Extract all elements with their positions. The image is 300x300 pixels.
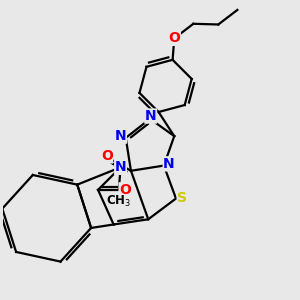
Text: N: N — [145, 109, 157, 123]
Text: O: O — [168, 31, 180, 45]
Text: O: O — [119, 183, 131, 197]
Text: N: N — [115, 129, 126, 143]
Text: S: S — [177, 191, 187, 206]
Text: CH$_3$: CH$_3$ — [106, 194, 131, 209]
Text: N: N — [115, 160, 126, 174]
Text: O: O — [101, 149, 112, 163]
Text: N: N — [163, 157, 175, 171]
